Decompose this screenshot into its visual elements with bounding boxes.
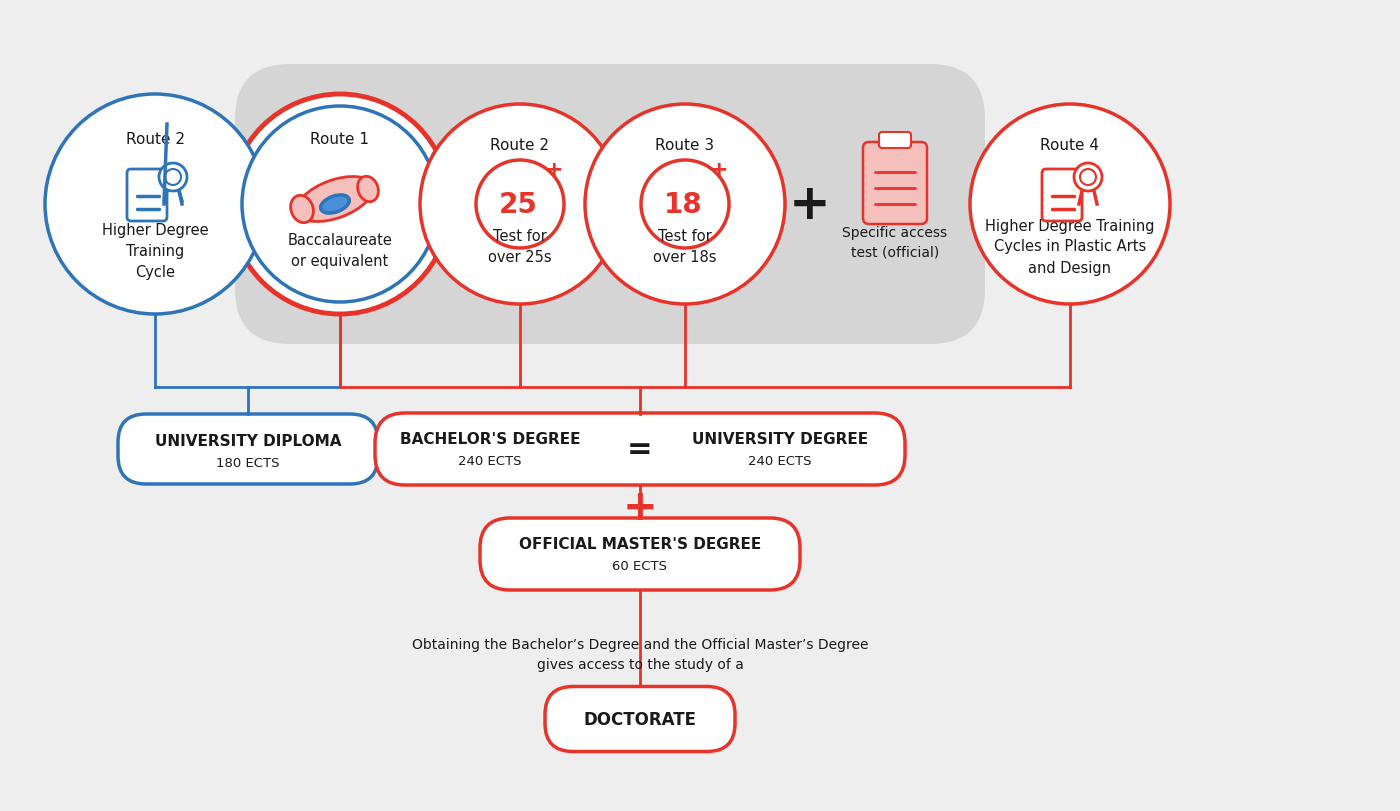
FancyBboxPatch shape — [375, 414, 904, 486]
Text: Higher Degree
Training
Cycle: Higher Degree Training Cycle — [102, 222, 209, 279]
Text: 25: 25 — [498, 191, 538, 219]
Text: Route 3: Route 3 — [655, 137, 714, 152]
Circle shape — [585, 105, 785, 305]
FancyBboxPatch shape — [118, 414, 378, 484]
Ellipse shape — [297, 178, 374, 222]
FancyBboxPatch shape — [480, 518, 799, 590]
Circle shape — [242, 107, 438, 303]
Text: 240 ECTS: 240 ECTS — [748, 455, 812, 468]
Circle shape — [970, 105, 1170, 305]
Text: Route 1: Route 1 — [311, 131, 370, 146]
Circle shape — [476, 161, 564, 249]
FancyBboxPatch shape — [235, 65, 986, 345]
Text: Test for
over 18s: Test for over 18s — [654, 229, 717, 264]
Text: BACHELOR'S DEGREE: BACHELOR'S DEGREE — [400, 432, 580, 447]
Text: 18: 18 — [664, 191, 703, 219]
Text: +: + — [710, 160, 728, 180]
Ellipse shape — [291, 196, 314, 223]
Text: Route 4: Route 4 — [1040, 137, 1099, 152]
Text: UNIVERSITY DEGREE: UNIVERSITY DEGREE — [692, 432, 868, 447]
Circle shape — [45, 95, 265, 315]
Text: Specific access
test (official): Specific access test (official) — [843, 226, 948, 260]
FancyBboxPatch shape — [545, 687, 735, 752]
Circle shape — [1079, 169, 1096, 186]
Text: Test for
over 25s: Test for over 25s — [489, 229, 552, 264]
Text: 240 ECTS: 240 ECTS — [458, 455, 522, 468]
Text: 60 ECTS: 60 ECTS — [613, 560, 668, 573]
Text: +: + — [545, 160, 563, 180]
Text: +: + — [623, 487, 658, 528]
Text: Route 2: Route 2 — [490, 137, 549, 152]
Text: Route 2: Route 2 — [126, 131, 185, 146]
Text: Obtaining the Bachelor’s Degree and the Official Master’s Degree
gives access to: Obtaining the Bachelor’s Degree and the … — [412, 637, 868, 672]
Ellipse shape — [321, 195, 350, 214]
FancyBboxPatch shape — [1042, 169, 1082, 221]
FancyBboxPatch shape — [127, 169, 167, 221]
Text: Higher Degree Training
Cycles in Plastic Arts
and Design: Higher Degree Training Cycles in Plastic… — [986, 218, 1155, 275]
Circle shape — [230, 95, 449, 315]
Circle shape — [1074, 164, 1102, 191]
Circle shape — [160, 164, 188, 191]
FancyBboxPatch shape — [862, 143, 927, 225]
Text: =: = — [627, 435, 652, 464]
Text: +: + — [790, 181, 830, 229]
Text: UNIVERSITY DIPLOMA: UNIVERSITY DIPLOMA — [155, 434, 342, 449]
Ellipse shape — [357, 177, 378, 203]
Circle shape — [420, 105, 620, 305]
Text: Baccalaureate
or equivalent: Baccalaureate or equivalent — [287, 233, 392, 269]
Text: 180 ECTS: 180 ECTS — [216, 457, 280, 470]
FancyBboxPatch shape — [879, 133, 911, 148]
Text: OFFICIAL MASTER'S DEGREE: OFFICIAL MASTER'S DEGREE — [519, 537, 762, 551]
Text: DOCTORATE: DOCTORATE — [584, 710, 697, 728]
Circle shape — [641, 161, 729, 249]
Circle shape — [165, 169, 181, 186]
